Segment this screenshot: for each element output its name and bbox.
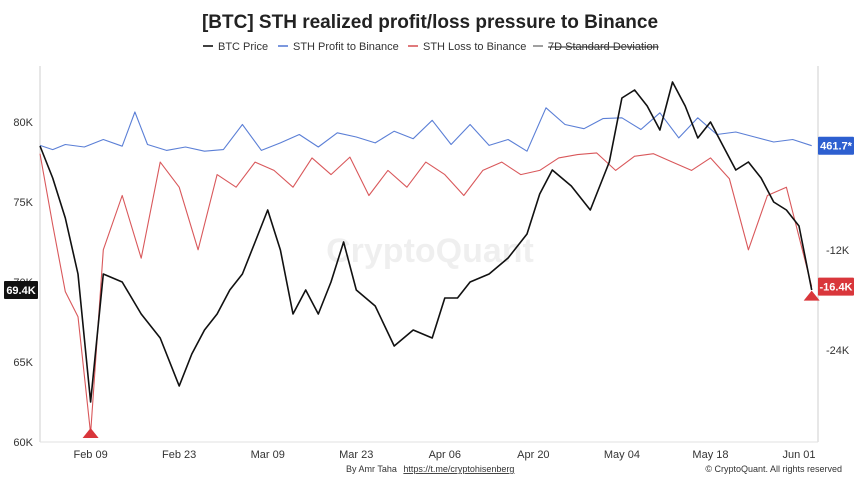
profit-badge: 461.7* xyxy=(818,136,854,155)
series-layer xyxy=(39,81,813,435)
price-badge-label: 69.4K xyxy=(6,285,35,297)
y-left-tick-label: 60K xyxy=(13,437,33,449)
x-tick-label: Mar 09 xyxy=(251,449,285,461)
y-right-tick-label: -24K xyxy=(826,345,850,357)
legend-item[interactable]: BTC Price xyxy=(218,41,268,53)
y-right-ticks: -24K -12K xyxy=(826,245,850,357)
sth-profit-to-binance-line xyxy=(39,107,812,152)
profit-badge-bg xyxy=(818,136,854,155)
sth-loss-to-binance-line xyxy=(39,152,813,435)
badge-layer: 69.4K 461.7* -16.4K xyxy=(4,136,854,438)
price-badge-bg xyxy=(4,281,38,299)
loss-extreme-marker xyxy=(82,428,99,438)
y-left-tick-label: 65K xyxy=(13,357,33,369)
chart-title: [BTC] STH realized profit/loss pressure … xyxy=(202,12,658,33)
footer-copyright: © CryptoQuant. All rights reserved xyxy=(705,464,842,474)
x-tick-label: May 04 xyxy=(604,449,640,461)
loss-badge-bg xyxy=(818,277,854,296)
watermark: CryptoQuant xyxy=(326,232,534,270)
profit-badge-label: 461.7* xyxy=(820,141,853,153)
x-tick-label: Feb 09 xyxy=(73,449,107,461)
legend-item[interactable]: 7D Standard Deviation xyxy=(548,41,659,53)
x-tick-label: Apr 06 xyxy=(429,449,461,461)
y-left-ticks: 60K65K70K75K80K xyxy=(13,117,33,449)
y-left-tick-label: 80K xyxy=(13,117,33,129)
legend-item[interactable]: STH Loss to Binance xyxy=(423,41,526,53)
loss-badge-label: -16.4K xyxy=(819,282,852,294)
x-tick-label: Jun 01 xyxy=(783,449,816,461)
footer-link[interactable]: https://t.me/cryptohisenberg xyxy=(403,464,514,474)
footer-author: By Amr Taha https://t.me/cryptohisenberg xyxy=(346,464,514,474)
legend-item[interactable]: STH Profit to Binance xyxy=(293,41,399,53)
loss-badge: -16.4K xyxy=(818,277,854,296)
y-left-tick-label: 75K xyxy=(13,197,33,209)
y-right-tick-label: -12K xyxy=(826,245,850,257)
loss-latest-marker xyxy=(803,290,820,301)
x-tick-label: May 18 xyxy=(692,449,728,461)
price-badge: 69.4K xyxy=(4,281,38,299)
x-ticks: Feb 09 Feb 23 Mar 09 Mar 23 Apr 06 Apr 20 May … xyxy=(73,449,815,461)
x-tick-label: Mar 23 xyxy=(339,449,373,461)
btc-price-line xyxy=(39,81,813,403)
x-tick-label: Feb 23 xyxy=(162,449,196,461)
x-tick-label: Apr 20 xyxy=(517,449,549,461)
legend: BTC Price STH Profit to Binance STH Loss t… xyxy=(203,41,659,53)
footer-author-name: By Amr Taha xyxy=(346,464,397,474)
